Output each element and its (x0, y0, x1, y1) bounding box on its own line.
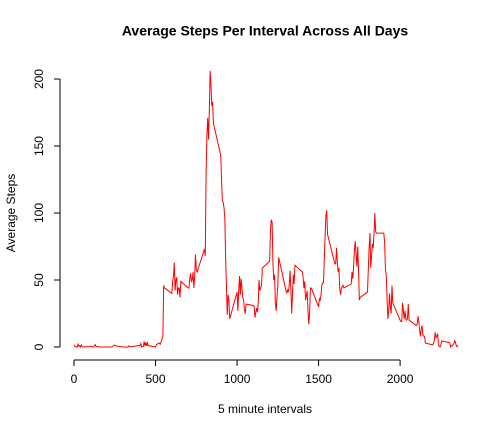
y-axis-label: Average Steps (4, 174, 18, 253)
x-tick-label: 2000 (387, 372, 414, 386)
y-tick-label: 200 (32, 69, 46, 89)
y-tick-label: 0 (32, 343, 46, 350)
x-tick-label: 0 (71, 372, 78, 386)
y-tick-label: 50 (32, 273, 46, 287)
chart-title: Average Steps Per Interval Across All Da… (122, 23, 409, 39)
data-line (73, 70, 459, 349)
x-axis-label: 5 minute intervals (218, 402, 312, 416)
x-tick-label: 1500 (305, 372, 332, 386)
x-tick-label: 1000 (224, 372, 251, 386)
x-tick-label: 500 (146, 372, 166, 386)
y-tick-label: 100 (32, 203, 46, 223)
y-tick-label: 150 (32, 136, 46, 156)
